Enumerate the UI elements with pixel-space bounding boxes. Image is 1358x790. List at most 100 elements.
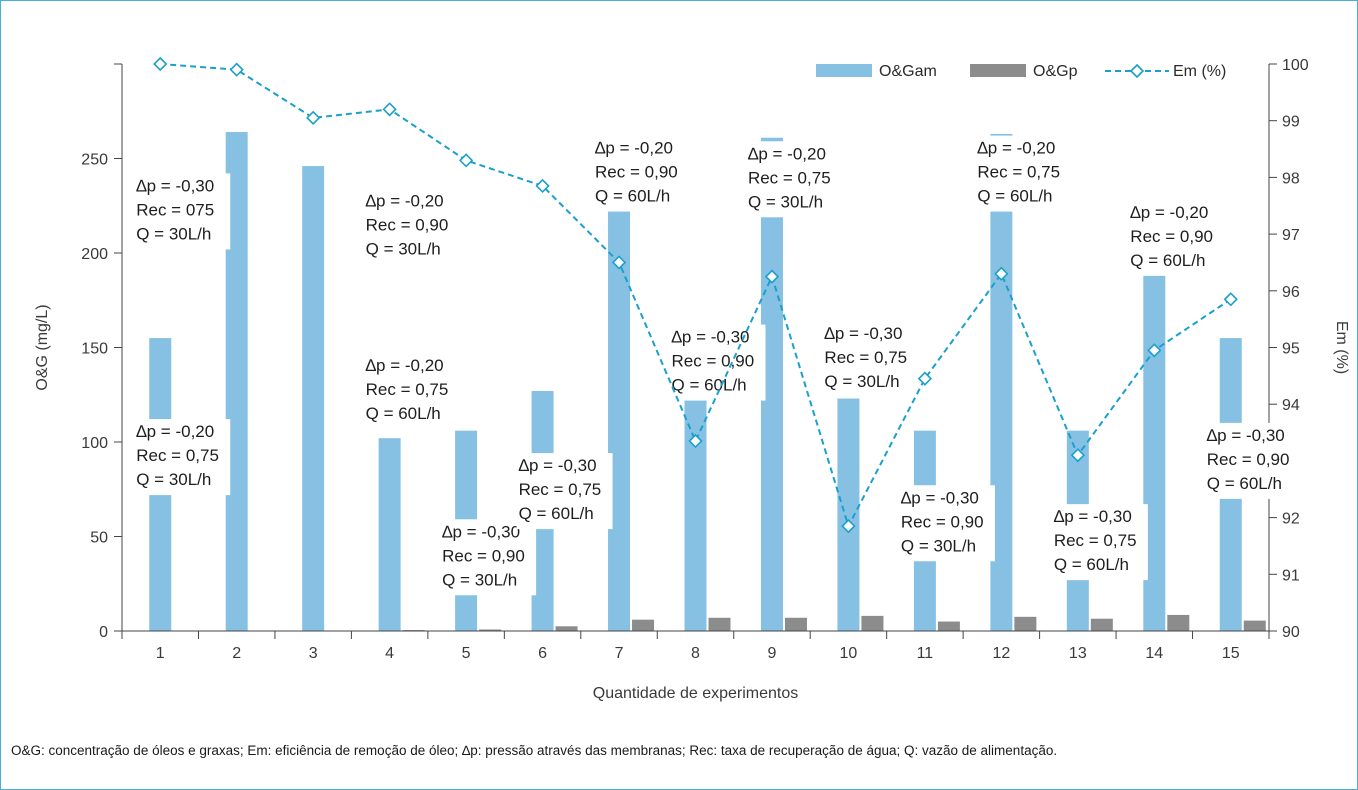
legend-marker-em (1129, 63, 1145, 79)
annotation-line: Q = 30L/h (136, 224, 211, 243)
bar-ogp-8 (708, 617, 731, 631)
annotation-line: Rec = 0,75 (824, 348, 907, 367)
em-point-4 (382, 102, 397, 117)
bar-ogam-4 (378, 438, 401, 631)
y-right-tick-label: 94 (1282, 397, 1300, 414)
annotation-line: ∆p = -0,20 (748, 144, 826, 163)
annotation-bg-1 (134, 173, 231, 250)
y-right-tick-label: 97 (1282, 227, 1300, 244)
em-point-5 (458, 153, 474, 168)
em-point-6 (535, 178, 550, 194)
annotation-line: Rec = 0,90 (1207, 450, 1290, 469)
annotation-line: Rec = 0,90 (672, 352, 755, 371)
x-tick-label: 10 (840, 645, 858, 662)
em-point-3 (306, 110, 321, 125)
y-left-tick-label: 0 (99, 624, 108, 641)
x-tick-label: 9 (768, 645, 777, 662)
x-tick-label: 2 (232, 645, 241, 662)
y-left-tick-label: 250 (81, 152, 108, 169)
annotation-line: ∆p = -0,30 (1207, 426, 1285, 445)
annotation-line: ∆p = -0,30 (136, 176, 214, 195)
annotation-line: Rec = 0,75 (1054, 531, 1137, 550)
annotation-line: ∆p = -0,20 (136, 422, 214, 441)
annotation-line: Q = 60L/h (1130, 251, 1205, 270)
annotation-bg-4 (363, 352, 460, 429)
y-right-tick-label: 99 (1282, 114, 1300, 131)
annotation-line: ∆p = -0,20 (1130, 203, 1208, 222)
y-right-tick-label: 90 (1282, 624, 1300, 641)
bar-ogp-5 (479, 629, 502, 631)
y-right-tick-label: 96 (1282, 284, 1300, 301)
bar-ogam-12 (990, 133, 1013, 631)
y-right-tick-label: 98 (1282, 170, 1300, 187)
annotation-line: Q = 60L/h (519, 504, 594, 523)
em-point-11 (917, 371, 933, 386)
y-right-tick-label: 95 (1282, 341, 1300, 358)
annotation-bg-8 (669, 324, 766, 401)
bar-ogam-9 (760, 137, 783, 631)
legend-label-ogp: O&Gp (1033, 63, 1078, 80)
em-point-12 (994, 266, 1009, 281)
y-left-tick-label: 100 (81, 435, 108, 452)
annotation-bg-15 (1204, 422, 1301, 499)
annotation-line: Q = 30L/h (824, 372, 899, 391)
legend-swatch-ogp (970, 64, 1026, 77)
em-point-1 (153, 56, 168, 72)
annotation-line: Q = 60L/h (595, 187, 670, 206)
annotation-line: ∆p = -0,20 (977, 139, 1055, 158)
em-point-10 (841, 518, 856, 534)
bar-ogam-10 (837, 398, 860, 631)
annotation-line: Q = 30L/h (442, 570, 517, 589)
bar-ogp-14 (1167, 614, 1190, 631)
x-tick-label: 4 (385, 645, 394, 662)
annotation-line: Q = 60L/h (366, 404, 441, 423)
annotation-line: Q = 30L/h (748, 192, 823, 211)
annotation-line: Q = 30L/h (366, 240, 441, 259)
annotation-bg-10 (822, 320, 919, 397)
annotation-line: Rec = 075 (136, 200, 214, 219)
bar-ogp-12 (1014, 616, 1037, 631)
annotation-bg-5 (440, 519, 537, 596)
bar-ogp-11 (937, 621, 960, 631)
x-tick-label: 15 (1222, 645, 1240, 662)
x-tick-label: 13 (1069, 645, 1087, 662)
x-tick-label: 14 (1145, 645, 1163, 662)
annotation-line: Rec = 0,90 (901, 512, 984, 531)
y-left-tick-label: 200 (81, 246, 108, 263)
annotation-line: Q = 60L/h (977, 187, 1052, 206)
legend-label-ogam: O&Gam (879, 63, 937, 80)
em-point-8 (688, 433, 703, 449)
x-tick-label: 3 (309, 645, 318, 662)
annotation-bg-2 (134, 419, 231, 496)
y-axis-left-title: O&G (mg/L) (34, 304, 51, 390)
bar-ogp-10 (861, 615, 884, 631)
em-point-7 (611, 255, 627, 270)
em-point-15 (1223, 292, 1238, 307)
bar-ogam-14 (1143, 262, 1166, 631)
y-right-tick-label: 91 (1282, 567, 1300, 584)
bar-ogam-3 (302, 166, 325, 631)
y-left-tick-label: 50 (90, 530, 108, 547)
y-right-tick-label: 100 (1282, 57, 1309, 74)
annotation-line: Q = 30L/h (136, 470, 211, 489)
combo-chart: 0501001502002509091929394959697989910012… (34, 56, 1350, 702)
annotation-line: ∆p = -0,30 (519, 456, 597, 475)
annotation-line: ∆p = -0,20 (366, 192, 444, 211)
annotation-line: Q = 30L/h (901, 536, 976, 555)
annotation-line: Rec = 0,90 (595, 163, 678, 182)
annotation-line: Rec = 0,90 (1130, 227, 1213, 246)
x-tick-label: 11 (917, 645, 934, 662)
x-tick-label: 12 (992, 645, 1010, 662)
x-tick-label: 6 (538, 645, 547, 662)
em-point-2 (229, 62, 244, 77)
annotation-line: Rec = 0,75 (977, 163, 1060, 182)
annotation-line: ∆p = -0,20 (595, 139, 673, 158)
x-tick-label: 8 (691, 645, 700, 662)
annotation-line: ∆p = -0,30 (1054, 507, 1132, 526)
bar-ogp-15 (1243, 620, 1266, 631)
annotation-line: Q = 60L/h (672, 376, 747, 395)
y-axis-right-title: Em (%) (1333, 321, 1350, 374)
bar-ogp-9 (784, 617, 807, 631)
em-point-14 (1147, 343, 1162, 358)
annotation-line: ∆p = -0,30 (901, 488, 979, 507)
